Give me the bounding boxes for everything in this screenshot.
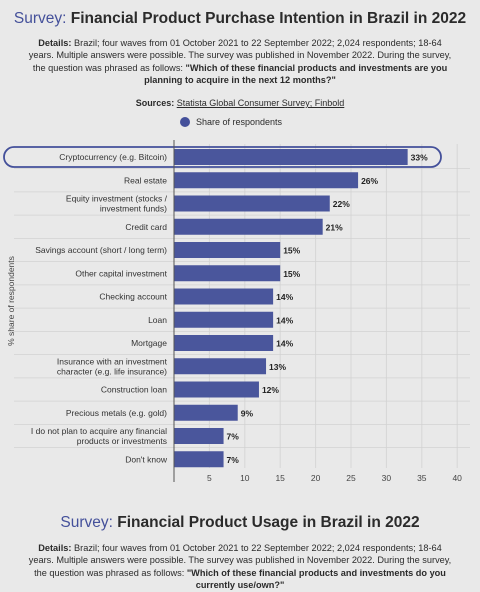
second-details-body: Brazil; four waves from 01 October 2021 … — [28, 543, 452, 578]
bar — [174, 242, 281, 258]
legend-label: Share of respondents — [196, 117, 283, 127]
value-label: 14% — [276, 315, 293, 325]
second-details-question: "Which of these financial products and i… — [186, 567, 446, 591]
category-label: Equity investment (stocks / investment fu… — [66, 194, 168, 214]
value-label: 21% — [326, 222, 343, 232]
bar — [174, 195, 330, 212]
sources-link[interactable]: Statista Global Consumer Survey; Finbold — [176, 98, 345, 108]
title-main: Financial Product Purchase Intention in … — [70, 10, 467, 27]
value-label: 33% — [411, 153, 428, 163]
bar — [174, 428, 224, 444]
highlight-outline — [3, 146, 442, 168]
details-question: "Which of these financial products and i… — [144, 62, 448, 86]
category-label: Credit card — [125, 222, 167, 232]
category-label: Construction loan — [101, 385, 167, 395]
bar — [174, 358, 267, 375]
details-label: Details: — [38, 38, 72, 48]
x-tick-label: 30 — [382, 473, 392, 483]
x-tick-label: 15 — [275, 473, 285, 483]
legend-swatch — [180, 117, 190, 127]
category-label: Loan — [148, 315, 167, 325]
x-tick-label: 25 — [346, 473, 356, 483]
bar — [174, 335, 274, 351]
category-label: Cryptocurrency (e.g. Bitcoin) — [59, 152, 167, 162]
value-label: 22% — [333, 199, 350, 209]
bar — [174, 218, 323, 235]
value-label: 12% — [262, 385, 279, 395]
details-body: Brazil; four waves from 01 October 2021 … — [28, 38, 452, 73]
value-label: 9% — [241, 408, 254, 418]
x-tick-label: 5 — [207, 473, 212, 483]
second-details-label: Details: — [38, 543, 72, 553]
bar — [174, 451, 224, 468]
value-label: 26% — [361, 176, 378, 186]
bar — [174, 265, 281, 282]
second-details-text: Details: Brazil; four waves from 01 Octo… — [26, 542, 454, 592]
category-label: Precious metals (e.g. gold) — [66, 408, 167, 418]
chart-title: Survey: Financial Product Purchase Inten… — [0, 10, 480, 28]
title-prefix: Survey: — [13, 10, 67, 27]
category-label: Insurance with an investment character (e… — [57, 356, 168, 376]
value-label: 14% — [276, 339, 293, 349]
second-title-main: Financial Product Usage in Brazil in 202… — [117, 514, 420, 531]
second-chart-title: Survey: Financial Product Usage in Brazi… — [0, 514, 480, 532]
category-label: Mortgage — [131, 338, 167, 348]
bar-chart: 33% Cryptocurrency (e.g. Bitcoin) 26% Real … — [3, 140, 470, 483]
x-tick-label: 40 — [452, 473, 462, 483]
bar — [174, 149, 408, 165]
category-label: Real estate — [124, 175, 167, 185]
value-label: 15% — [283, 269, 300, 279]
bar — [174, 288, 274, 305]
bar — [174, 404, 238, 421]
value-label: 7% — [227, 432, 240, 442]
sources: Sources: Statista Global Consumer Survey… — [0, 98, 480, 108]
bar — [174, 311, 274, 328]
sources-label: Sources: — [135, 98, 175, 108]
legend: Share of respondents — [180, 117, 282, 127]
value-label: 13% — [269, 362, 286, 372]
x-tick-label: 20 — [311, 473, 321, 483]
bar — [174, 172, 359, 189]
category-label: Don't know — [125, 454, 168, 464]
value-label: 15% — [283, 246, 300, 256]
value-label: 7% — [227, 455, 240, 465]
x-tick-label: 10 — [240, 473, 250, 483]
category-label: Other capital investment — [75, 268, 167, 278]
x-tick-label: 35 — [417, 473, 427, 483]
second-title-prefix: Survey: — [60, 514, 113, 531]
category-label: Checking account — [99, 292, 167, 302]
bar — [174, 381, 259, 398]
category-label: I do not plan to acquire any financial pr… — [31, 426, 167, 446]
value-label: 14% — [276, 292, 293, 302]
details-text: Details: Brazil; four waves from 01 Octo… — [26, 37, 454, 87]
category-label: Savings account (short / long term) — [35, 245, 167, 255]
